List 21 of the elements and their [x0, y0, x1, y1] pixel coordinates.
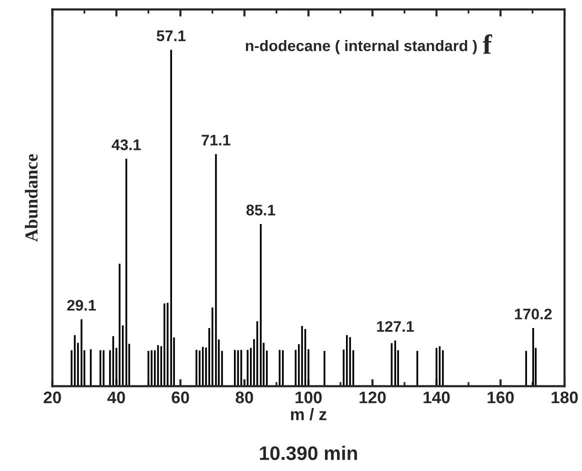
x-tick-label: 160: [488, 392, 514, 404]
annotation: 57.1: [156, 30, 186, 42]
annotation: f: [482, 34, 492, 54]
annotation: 85.1: [246, 204, 276, 216]
x-tick-label: 40: [107, 392, 125, 404]
x-tick-label: 120: [360, 392, 386, 404]
y-axis-title: Abundance: [24, 154, 38, 242]
annotation: 127.1: [377, 321, 414, 332]
x-tick-label: 100: [296, 392, 322, 404]
annotation: 71.1: [202, 134, 230, 146]
annotation: 43.1: [112, 139, 141, 150]
x-axis-title: m / z: [291, 408, 326, 420]
x-tick-label: 80: [236, 392, 254, 404]
x-tick-label: 60: [172, 392, 190, 404]
x-tick-label: 180: [552, 392, 578, 404]
chart-title: n-dodecane ( internal standard ): [246, 40, 477, 54]
annotation: 29.1: [67, 300, 96, 311]
x-tick-label: 140: [424, 392, 450, 404]
text: 10.390 min: [260, 446, 357, 460]
x-tick-label: 20: [44, 392, 61, 404]
annotation: 170.2: [515, 308, 552, 320]
